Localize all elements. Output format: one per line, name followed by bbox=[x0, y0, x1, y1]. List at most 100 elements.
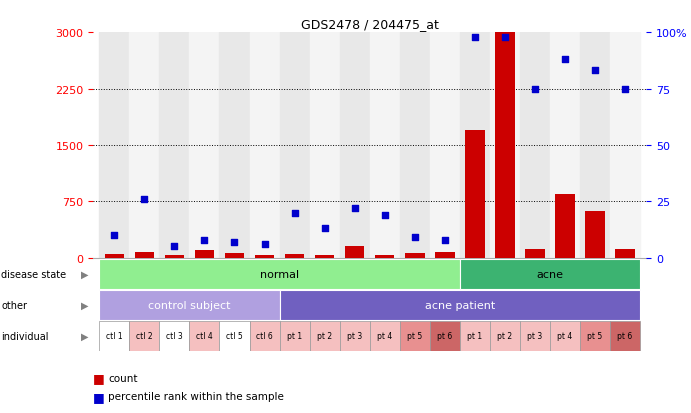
Bar bbox=[610, 33, 640, 258]
Bar bbox=[399, 321, 430, 351]
Bar bbox=[430, 321, 460, 351]
Bar bbox=[370, 33, 399, 258]
Text: pt 4: pt 4 bbox=[377, 332, 392, 340]
Bar bbox=[104, 254, 124, 258]
Point bbox=[379, 212, 390, 218]
Point bbox=[349, 205, 360, 212]
Bar bbox=[615, 250, 635, 258]
Bar bbox=[580, 321, 610, 351]
Bar bbox=[399, 33, 430, 258]
Bar bbox=[255, 255, 274, 258]
Text: ■: ■ bbox=[93, 390, 105, 403]
Text: individual: individual bbox=[1, 331, 49, 341]
Text: count: count bbox=[108, 373, 138, 383]
Text: pt 3: pt 3 bbox=[527, 332, 542, 340]
Text: ▶: ▶ bbox=[82, 269, 88, 279]
Text: ctl 4: ctl 4 bbox=[196, 332, 213, 340]
Point bbox=[199, 237, 210, 243]
Text: ctl 5: ctl 5 bbox=[226, 332, 243, 340]
Bar bbox=[220, 33, 249, 258]
Text: pt 6: pt 6 bbox=[437, 332, 453, 340]
Bar bbox=[164, 256, 184, 258]
Point bbox=[620, 86, 631, 93]
Point bbox=[319, 225, 330, 232]
Point bbox=[289, 210, 300, 216]
Bar bbox=[520, 33, 550, 258]
Point bbox=[500, 34, 511, 41]
Bar bbox=[345, 247, 364, 258]
Bar bbox=[370, 321, 399, 351]
Point bbox=[589, 68, 600, 75]
Text: ▶: ▶ bbox=[82, 331, 88, 341]
Point bbox=[439, 237, 451, 243]
Bar bbox=[490, 321, 520, 351]
Bar bbox=[160, 33, 189, 258]
Text: other: other bbox=[1, 300, 28, 310]
Bar bbox=[340, 33, 370, 258]
Bar bbox=[225, 254, 244, 258]
Bar bbox=[310, 33, 340, 258]
Text: disease state: disease state bbox=[1, 269, 66, 279]
Point bbox=[529, 86, 540, 93]
Bar bbox=[460, 259, 640, 289]
Point bbox=[469, 34, 480, 41]
Text: pt 3: pt 3 bbox=[347, 332, 362, 340]
Bar bbox=[405, 254, 424, 258]
Point bbox=[560, 57, 571, 63]
Text: pt 4: pt 4 bbox=[558, 332, 573, 340]
Bar bbox=[525, 249, 545, 258]
Text: control subject: control subject bbox=[148, 300, 231, 310]
Text: ■: ■ bbox=[93, 371, 105, 385]
Bar bbox=[220, 321, 249, 351]
Bar bbox=[249, 321, 280, 351]
Bar bbox=[585, 211, 605, 258]
Text: acne patient: acne patient bbox=[425, 300, 495, 310]
Bar bbox=[280, 290, 640, 320]
Bar bbox=[280, 321, 310, 351]
Bar bbox=[550, 33, 580, 258]
Title: GDS2478 / 204475_at: GDS2478 / 204475_at bbox=[301, 17, 439, 31]
Point bbox=[139, 196, 150, 203]
Text: acne: acne bbox=[536, 269, 563, 279]
Bar bbox=[495, 33, 515, 258]
Text: ▶: ▶ bbox=[82, 300, 88, 310]
Text: ctl 6: ctl 6 bbox=[256, 332, 273, 340]
Bar bbox=[340, 321, 370, 351]
Text: ctl 1: ctl 1 bbox=[106, 332, 122, 340]
Bar bbox=[550, 321, 580, 351]
Point bbox=[409, 235, 420, 241]
Bar bbox=[460, 33, 490, 258]
Bar bbox=[100, 321, 129, 351]
Bar bbox=[195, 251, 214, 258]
Text: ctl 2: ctl 2 bbox=[136, 332, 153, 340]
Text: ctl 3: ctl 3 bbox=[166, 332, 183, 340]
Text: pt 1: pt 1 bbox=[467, 332, 482, 340]
Bar bbox=[135, 252, 154, 258]
Bar bbox=[160, 321, 189, 351]
Bar bbox=[189, 33, 220, 258]
Text: pt 1: pt 1 bbox=[287, 332, 302, 340]
Bar bbox=[249, 33, 280, 258]
Bar bbox=[460, 321, 490, 351]
Bar bbox=[315, 256, 334, 258]
Text: normal: normal bbox=[260, 269, 299, 279]
Bar bbox=[375, 255, 395, 258]
Bar bbox=[490, 33, 520, 258]
Point bbox=[169, 244, 180, 250]
Point bbox=[108, 232, 120, 239]
Bar bbox=[189, 321, 220, 351]
Bar bbox=[520, 321, 550, 351]
Bar bbox=[100, 33, 129, 258]
Bar bbox=[465, 131, 484, 258]
Point bbox=[229, 239, 240, 246]
Bar bbox=[610, 321, 640, 351]
Point bbox=[259, 241, 270, 248]
Bar bbox=[129, 33, 160, 258]
Bar bbox=[555, 195, 575, 258]
Bar bbox=[280, 33, 310, 258]
Bar bbox=[100, 259, 460, 289]
Bar bbox=[435, 252, 455, 258]
Text: percentile rank within the sample: percentile rank within the sample bbox=[108, 392, 285, 401]
Bar bbox=[285, 254, 304, 258]
Text: pt 2: pt 2 bbox=[317, 332, 332, 340]
